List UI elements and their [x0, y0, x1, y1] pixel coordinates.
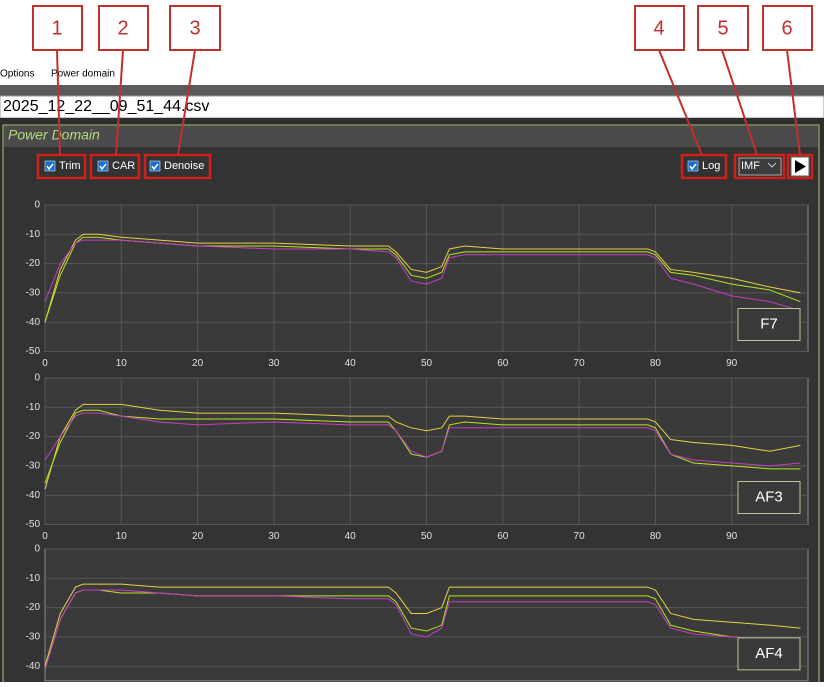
channel-label: F7 — [760, 315, 778, 332]
y-tick-label: -30 — [26, 632, 41, 643]
controls: Trim CAR Denoise Log IMF — [36, 153, 814, 180]
x-tick-label: 40 — [345, 531, 357, 542]
x-tick-label: 90 — [726, 358, 738, 369]
channel-label: AF4 — [755, 645, 783, 662]
x-tick-label: 0 — [42, 531, 48, 542]
annotation-boxes — [32, 5, 813, 51]
y-tick-label: -10 — [26, 402, 41, 413]
series-line — [44, 583, 801, 667]
dropdown-value: IMF — [741, 160, 760, 172]
annotation: 3 — [189, 17, 200, 39]
series-line — [44, 403, 801, 490]
annotation: 1 — [51, 17, 62, 39]
checkbox[interactable] — [44, 160, 56, 172]
y-tick-label: -30 — [26, 288, 41, 299]
menu-item[interactable]: Options — [0, 69, 34, 80]
toolbar — [0, 85, 824, 96]
series-line — [44, 239, 801, 311]
highlight — [89, 153, 141, 180]
y-tick-label: -50 — [26, 346, 41, 357]
series-line — [44, 589, 801, 670]
y-tick-label: -40 — [26, 317, 41, 328]
y-tick-label: -30 — [26, 461, 41, 472]
annotation: 4 — [653, 17, 664, 39]
highlight — [36, 153, 87, 180]
x-tick-label: 80 — [650, 531, 662, 542]
y-tick-label: 0 — [34, 373, 40, 384]
panel-header — [4, 126, 818, 147]
annotation-arrows — [56, 49, 801, 156]
y-tick-label: -40 — [26, 661, 41, 672]
x-tick-label: 30 — [268, 358, 280, 369]
y-tick-label: 0 — [34, 200, 40, 211]
series-line — [44, 236, 801, 323]
plot-area — [44, 548, 809, 682]
x-tick-label: 50 — [421, 358, 433, 369]
annotation: 6 — [781, 17, 792, 39]
y-tick-label: -40 — [26, 490, 41, 501]
x-tick-label: 90 — [726, 531, 738, 542]
x-tick-label: 10 — [116, 531, 128, 542]
checkbox[interactable] — [149, 160, 161, 172]
x-tick-label: 0 — [42, 358, 48, 369]
series-line — [44, 412, 801, 467]
dropdown[interactable] — [738, 157, 782, 176]
checkbox[interactable] — [97, 160, 109, 172]
channel-label: AF3 — [755, 488, 783, 505]
y-tick-label: 0 — [34, 544, 40, 555]
x-tick-label: 60 — [497, 358, 509, 369]
annotation: 2 — [117, 17, 128, 39]
x-tick-label: 40 — [345, 358, 357, 369]
highlight — [680, 153, 728, 180]
x-tick-label: 60 — [497, 531, 509, 542]
checkbox-label: Trim — [59, 160, 81, 172]
channel-label-box — [737, 308, 801, 341]
x-tick-label: 80 — [650, 358, 662, 369]
channel-label-box — [737, 481, 801, 514]
y-tick-label: -10 — [26, 229, 41, 240]
menu-item[interactable]: Power domain — [51, 69, 115, 80]
checkbox-label: Denoise — [164, 160, 204, 172]
checkbox[interactable] — [687, 160, 699, 172]
annotation: 5 — [717, 17, 728, 39]
x-tick-label: 30 — [268, 531, 280, 542]
x-tick-label: 70 — [574, 531, 586, 542]
series-line — [44, 233, 801, 323]
y-tick-label: -20 — [26, 258, 41, 269]
x-tick-label: 20 — [192, 358, 204, 369]
channel-label-box — [737, 637, 801, 671]
x-tick-label: 50 — [421, 531, 433, 542]
y-tick-label: -20 — [26, 602, 41, 613]
y-tick-label: -20 — [26, 431, 41, 442]
file-name: 2025_12_22__09_51_44.csv — [3, 98, 209, 115]
checkbox-label: Log — [702, 160, 720, 172]
highlight — [733, 153, 786, 180]
x-tick-label: 70 — [574, 358, 586, 369]
y-tick-label: -10 — [26, 573, 41, 584]
checkbox-label: CAR — [112, 160, 135, 172]
x-tick-label: 10 — [116, 358, 128, 369]
y-tick-label: -50 — [26, 519, 41, 530]
panel-title: Power Domain — [8, 127, 100, 143]
x-tick-label: 20 — [192, 531, 204, 542]
highlight — [143, 153, 212, 180]
